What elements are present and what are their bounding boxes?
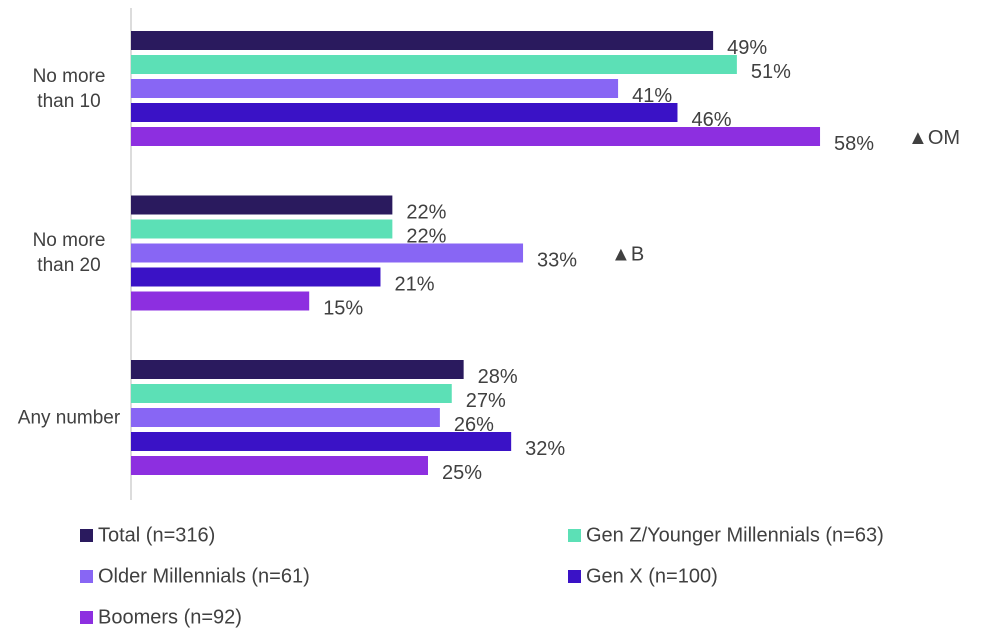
legend-label: Gen Z/Younger Millennials (n=63)	[586, 524, 884, 546]
bar	[131, 219, 393, 239]
value-label: 22%	[406, 201, 446, 223]
value-label: 46%	[691, 109, 731, 131]
legend-label: Gen X (n=100)	[586, 565, 718, 587]
value-label: 33%	[537, 249, 577, 271]
value-label: 21%	[394, 273, 434, 295]
legend-swatch	[80, 611, 93, 624]
value-label: 15%	[323, 297, 363, 319]
bar	[131, 267, 381, 287]
bar	[131, 31, 714, 50]
bar	[131, 291, 310, 311]
bar	[131, 432, 512, 451]
bar	[131, 195, 393, 215]
bar	[131, 408, 440, 427]
value-label: 32%	[525, 438, 565, 460]
value-label: 26%	[454, 414, 494, 436]
value-label: 58%	[834, 133, 874, 155]
value-label: 41%	[632, 85, 672, 107]
annotation: ▲B	[611, 243, 644, 265]
value-label: 27%	[466, 390, 506, 412]
category-label: No more than 10	[32, 65, 106, 112]
value-label: 51%	[751, 61, 791, 83]
legend-label: Boomers (n=92)	[98, 606, 242, 628]
value-label: 22%	[406, 225, 446, 247]
legend-swatch	[568, 529, 581, 542]
bar	[131, 79, 619, 98]
category-label: No more than 20	[32, 230, 106, 276]
bar	[131, 103, 678, 122]
legend-label: Older Millennials (n=61)	[98, 565, 310, 587]
annotation: ▲OM	[908, 127, 960, 149]
value-label: 49%	[727, 37, 767, 59]
value-label: 25%	[442, 462, 482, 484]
legend-swatch	[80, 570, 93, 583]
legend-swatch	[568, 570, 581, 583]
legend-swatch	[80, 529, 93, 542]
bar	[131, 384, 452, 403]
value-label: 28%	[478, 366, 518, 388]
bar	[131, 127, 821, 146]
bar	[131, 360, 464, 379]
category-label: Any number	[17, 407, 121, 428]
bar	[131, 243, 524, 263]
bar	[131, 456, 428, 475]
bar	[131, 55, 737, 74]
legend-label: Total (n=316)	[98, 524, 215, 546]
